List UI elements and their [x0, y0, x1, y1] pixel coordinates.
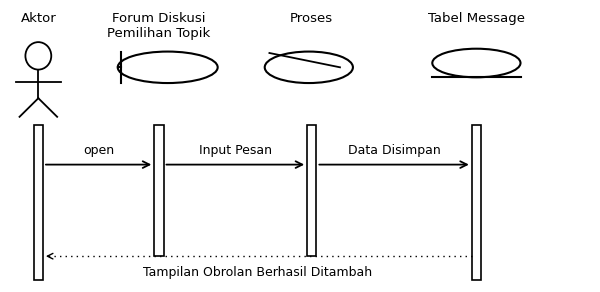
- Bar: [472, 125, 481, 281]
- Text: Tampilan Obrolan Berhasil Ditambah: Tampilan Obrolan Berhasil Ditambah: [143, 266, 372, 279]
- Text: Proses: Proses: [290, 11, 334, 25]
- Text: open: open: [83, 144, 114, 157]
- Bar: [307, 125, 316, 256]
- Text: Input Pesan: Input Pesan: [199, 144, 272, 157]
- Text: Data Disimpan: Data Disimpan: [348, 144, 440, 157]
- Bar: [154, 125, 164, 256]
- Text: Aktor: Aktor: [20, 11, 56, 25]
- Text: Tabel Message: Tabel Message: [428, 11, 525, 25]
- Text: Forum Diskusi
Pemilihan Topik: Forum Diskusi Pemilihan Topik: [107, 11, 211, 39]
- Bar: [34, 125, 43, 281]
